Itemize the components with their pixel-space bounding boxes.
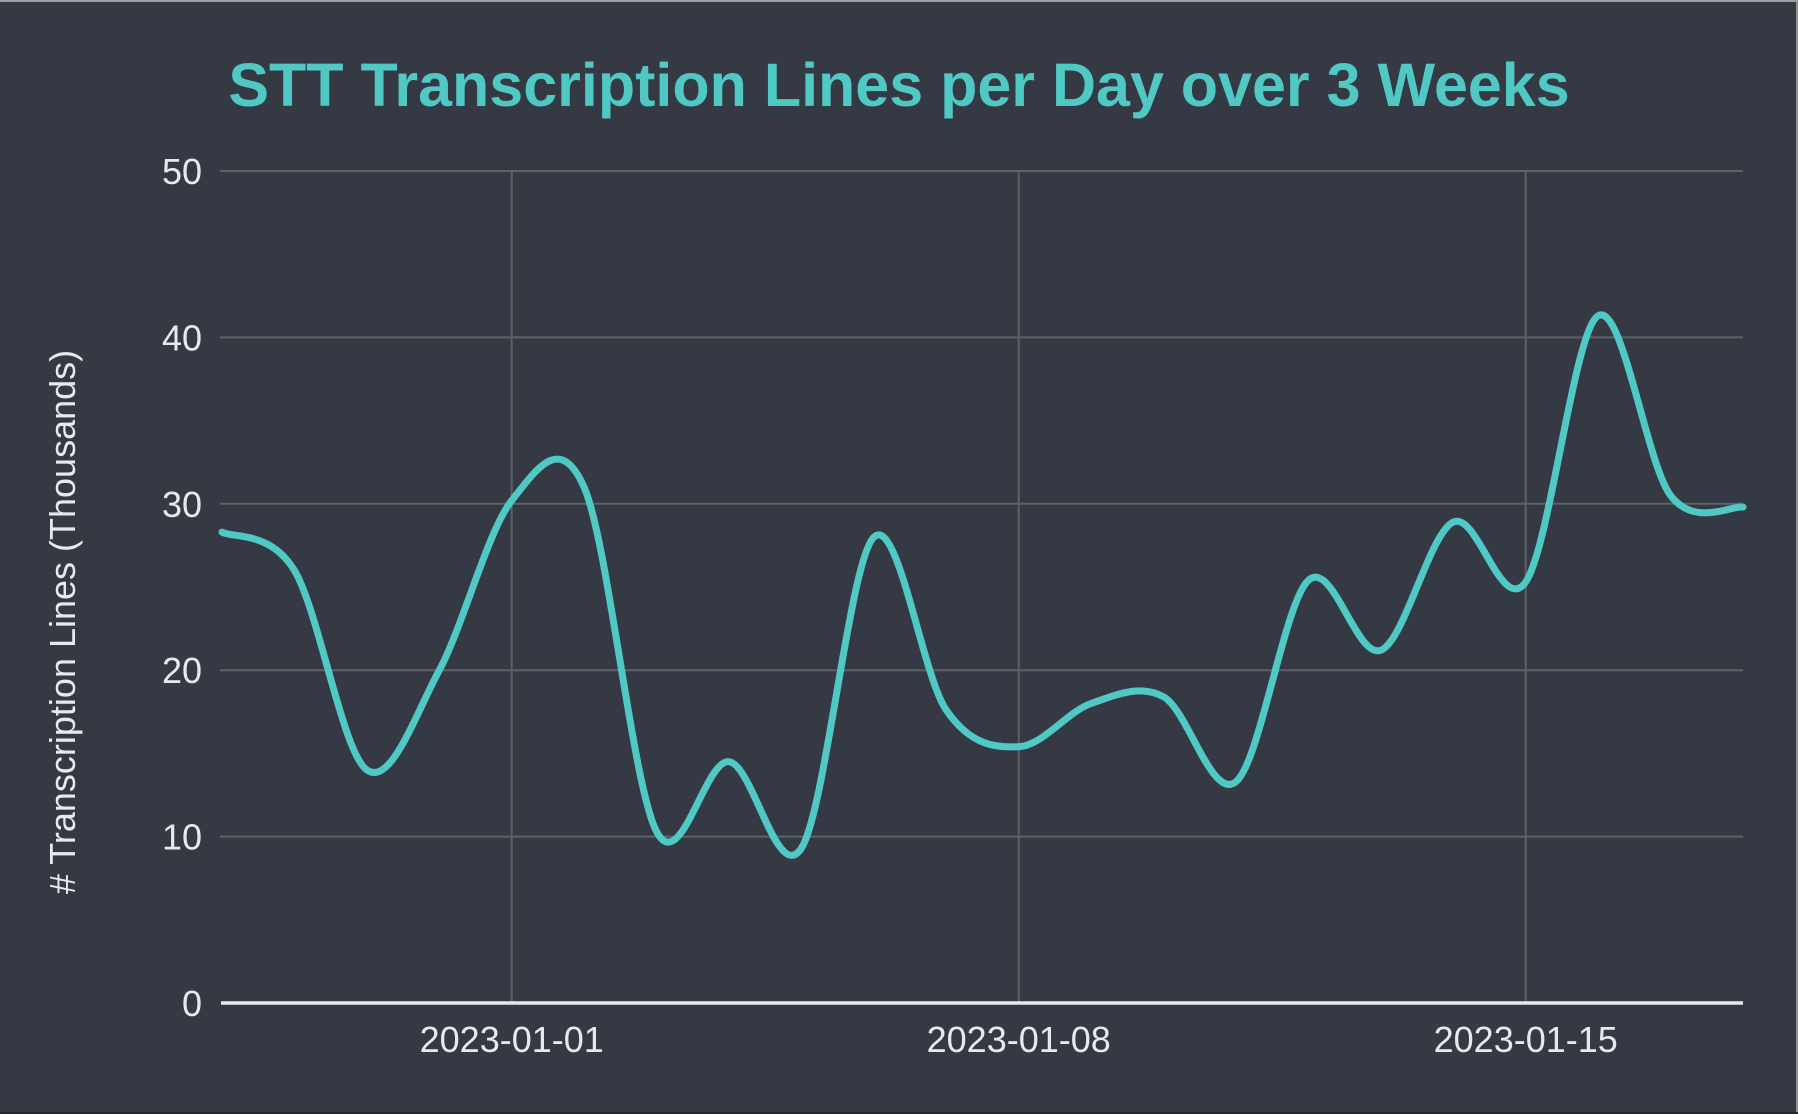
x-tick-label-2023-01-01: 2023-01-01 bbox=[420, 1019, 604, 1060]
x-tick-label-2023-01-15: 2023-01-15 bbox=[1434, 1019, 1618, 1060]
window-bottom-edge bbox=[0, 1112, 1798, 1114]
y-tick-label-30: 30 bbox=[162, 484, 202, 525]
series-line bbox=[218, 311, 1747, 859]
window-top-edge bbox=[0, 0, 1798, 2]
vertical-gridlines bbox=[510, 171, 1527, 1003]
y-tick-label-40: 40 bbox=[162, 317, 202, 358]
horizontal-gridlines bbox=[220, 170, 1743, 838]
y-tick-label-50: 50 bbox=[162, 151, 202, 192]
x-tick-label-2023-01-08: 2023-01-08 bbox=[927, 1019, 1111, 1060]
window-right-edge bbox=[1796, 0, 1798, 1114]
y-tick-label-0: 0 bbox=[182, 983, 202, 1024]
x-axis-tick-labels: 2023-01-01 2023-01-08 2023-01-15 bbox=[420, 1019, 1618, 1060]
y-axis-title: # Transcription Lines (Thousands) bbox=[42, 350, 83, 894]
y-tick-label-10: 10 bbox=[162, 817, 202, 858]
y-tick-label-20: 20 bbox=[162, 650, 202, 691]
chart-title: STT Transcription Lines per Day over 3 W… bbox=[228, 51, 1569, 119]
y-axis-tick-labels: 0 10 20 30 40 50 bbox=[162, 151, 202, 1024]
